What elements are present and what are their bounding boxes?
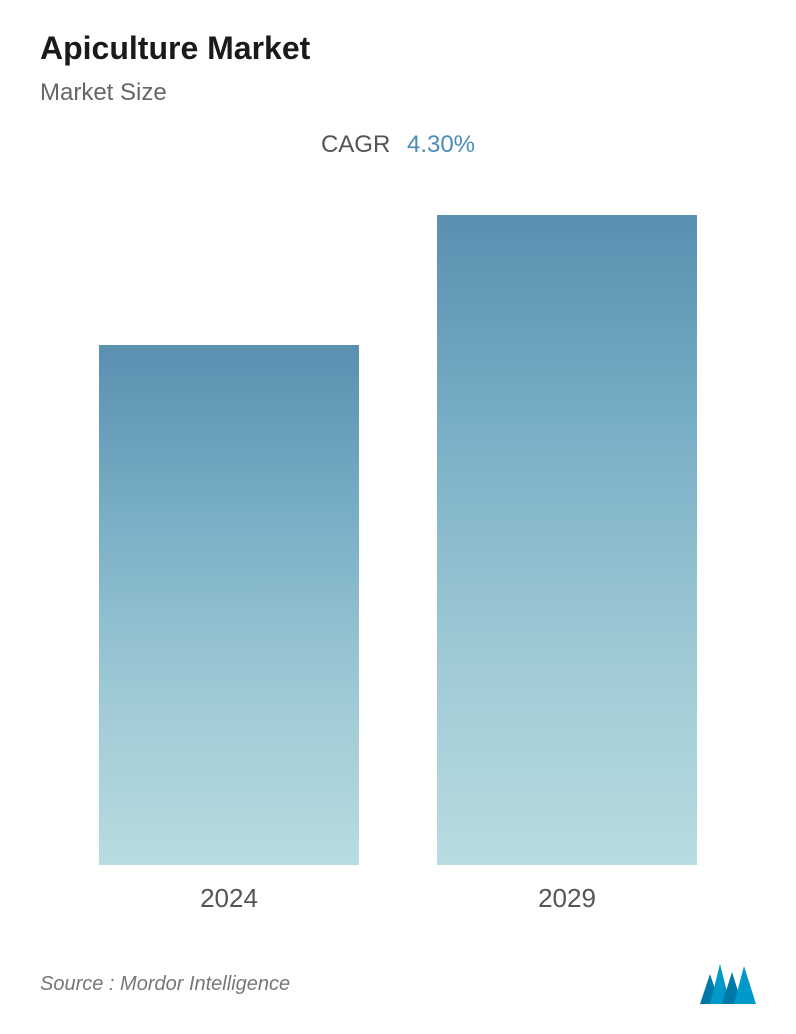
cagr-label: CAGR bbox=[321, 131, 390, 158]
cagr-row: CAGR 4.30% bbox=[40, 131, 756, 159]
source-text: Source : Mordor Intelligence bbox=[40, 973, 290, 996]
cagr-value: 4.30% bbox=[407, 131, 475, 158]
chart-area: 2024 2029 bbox=[40, 199, 756, 934]
bar-1 bbox=[437, 215, 697, 865]
bar-label-0: 2024 bbox=[200, 883, 258, 914]
footer: Source : Mordor Intelligence bbox=[40, 944, 756, 1004]
bar-group-0: 2024 bbox=[99, 345, 359, 914]
chart-subtitle: Market Size bbox=[40, 79, 756, 107]
bar-group-1: 2029 bbox=[437, 215, 697, 914]
chart-title: Apiculture Market bbox=[40, 30, 756, 67]
logo-icon bbox=[700, 964, 756, 1004]
bar-0 bbox=[99, 345, 359, 865]
chart-container: Apiculture Market Market Size CAGR 4.30%… bbox=[0, 0, 796, 1034]
bar-label-1: 2029 bbox=[538, 883, 596, 914]
